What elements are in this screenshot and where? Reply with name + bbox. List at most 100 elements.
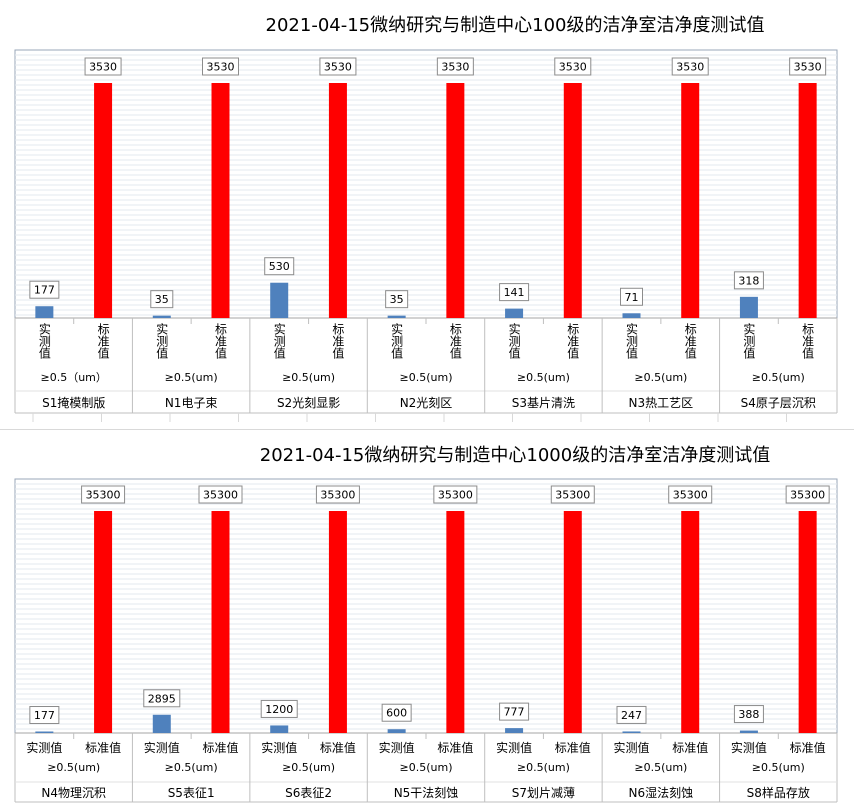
bar [152, 714, 171, 733]
bar [681, 511, 700, 733]
bar [563, 511, 582, 733]
chart-panel-1000: 2021-04-15微纳研究与制造中心1000级的洁净室洁净度测试值 177 实测… [0, 430, 854, 811]
data-label-box [789, 57, 827, 76]
data-label-box [433, 485, 478, 504]
data-label: 35300 [320, 489, 355, 502]
data-label: 177 [34, 709, 55, 722]
category-label: 标准值 [437, 740, 473, 755]
data-label-box [84, 57, 122, 76]
particle-size-label: ≥0.5(um) [752, 371, 805, 384]
data-label: 530 [269, 260, 290, 273]
particle-size-label: ≥0.5(um) [634, 371, 687, 384]
group-label: S6表征2 [285, 786, 332, 800]
category-label: 实测值 [496, 740, 532, 755]
bar [328, 83, 347, 318]
bar [270, 725, 289, 733]
group-label: N4物理沉积 [41, 786, 106, 800]
particle-size-label: ≥0.5(um) [165, 761, 218, 774]
data-label-box [264, 257, 295, 276]
bar [622, 313, 641, 318]
category-label: 标准值 [566, 323, 580, 360]
data-label-box [616, 705, 647, 724]
bar [739, 730, 758, 733]
data-label-box [620, 287, 643, 306]
data-label-box [202, 57, 239, 76]
group-label: S1掩模制版 [42, 396, 105, 410]
category-label: 实测值 [272, 322, 286, 360]
bar-chart-1000: 177 实测值 35300 标准值 ≥0.5(um) N4物理沉积 2895 实测值 35300… [14, 478, 838, 803]
bar-chart-100: 177 实测值 3530 标准值 ≥0.5（um） S1掩模制版 35 实测值 3530 标准值 ≥… [14, 49, 838, 426]
particle-size-label: ≥0.5(um) [282, 761, 335, 774]
bar [446, 511, 465, 733]
particle-size-label: ≥0.5(um) [165, 371, 218, 384]
data-label: 3530 [207, 61, 235, 74]
bar [211, 511, 230, 733]
data-label: 177 [34, 284, 55, 297]
data-label: 1200 [265, 703, 293, 716]
category-label: 标准值 [448, 323, 462, 360]
data-label-box [785, 485, 830, 504]
data-label: 35300 [86, 489, 121, 502]
category-label: 标准值 [801, 323, 815, 360]
bar [739, 296, 758, 318]
data-label: 3530 [676, 61, 704, 74]
particle-size-label: ≥0.5(um) [517, 761, 570, 774]
group-label: N3热工艺区 [629, 396, 694, 410]
data-label-box [499, 283, 530, 302]
category-label: 实测值 [390, 322, 404, 360]
category-label: 标准值 [555, 740, 591, 755]
data-label-box [668, 485, 713, 504]
particle-size-label: ≥0.5(um) [400, 761, 453, 774]
category-label: 标准值 [96, 323, 110, 360]
data-label-box [29, 280, 60, 299]
data-label: 318 [738, 274, 759, 287]
chart-title: 2021-04-15微纳研究与制造中心100级的洁净室洁净度测试值 [265, 15, 765, 36]
bar [94, 83, 113, 318]
data-label: 35300 [790, 489, 825, 502]
group-label: N6湿法刻蚀 [629, 785, 694, 800]
category-label: 标准值 [202, 740, 238, 755]
category-label: 实测值 [379, 740, 415, 755]
data-label: 600 [386, 707, 407, 720]
data-label: 35300 [203, 489, 238, 502]
bar [622, 731, 641, 733]
data-label-box [198, 485, 243, 504]
divider [0, 429, 854, 430]
group-label: S4原子层沉积 [741, 396, 816, 410]
bar [35, 306, 54, 318]
data-label: 35300 [438, 489, 473, 502]
group-label: S3基片清洗 [512, 396, 575, 410]
bar [446, 83, 465, 318]
category-label: 实测值 [731, 740, 767, 755]
data-label-box [554, 57, 592, 76]
data-label-box [733, 271, 764, 290]
data-label-box [499, 702, 530, 721]
category-label: 实测值 [625, 322, 639, 360]
data-label: 71 [625, 291, 639, 304]
data-label: 3530 [559, 61, 587, 74]
data-label-box [319, 57, 357, 76]
data-label: 141 [504, 286, 525, 299]
data-label: 35300 [555, 489, 590, 502]
data-label-box [550, 485, 595, 504]
category-label: 实测值 [613, 740, 649, 755]
data-label: 35 [155, 293, 169, 306]
data-label: 3530 [89, 61, 117, 74]
category-label: 实测值 [37, 322, 51, 360]
category-label: 实测值 [507, 322, 521, 360]
data-label: 35300 [673, 489, 708, 502]
bar [387, 729, 406, 733]
data-label-box [81, 485, 126, 504]
particle-size-label: ≥0.5(um) [634, 761, 687, 774]
category-label: 实测值 [155, 322, 169, 360]
plot-area [14, 478, 838, 734]
data-label: 3530 [441, 61, 469, 74]
chart-title: 2021-04-15微纳研究与制造中心1000级的洁净室洁净度测试值 [259, 445, 771, 466]
bar [270, 282, 289, 318]
category-label: 标准值 [85, 740, 121, 755]
category-label: 实测值 [742, 322, 756, 360]
data-label-box [315, 485, 360, 504]
category-label: 实测值 [144, 740, 180, 755]
particle-size-label: ≥0.5(um) [400, 371, 453, 384]
bar [152, 315, 171, 318]
